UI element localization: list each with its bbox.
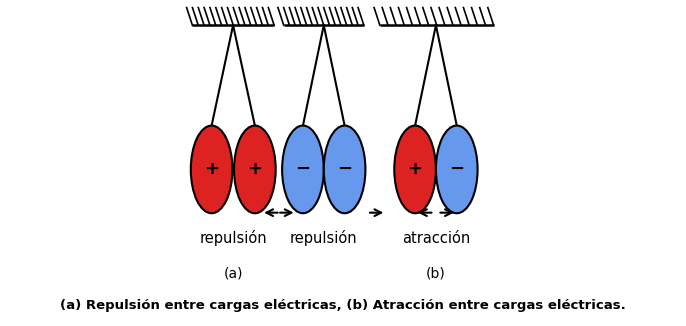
Ellipse shape bbox=[436, 126, 477, 213]
Text: +: + bbox=[248, 160, 262, 178]
Ellipse shape bbox=[282, 126, 324, 213]
Ellipse shape bbox=[191, 126, 233, 213]
Text: −: − bbox=[296, 160, 311, 178]
Text: (b): (b) bbox=[426, 267, 446, 281]
Text: atracción: atracción bbox=[402, 231, 470, 246]
Text: repulsión: repulsión bbox=[290, 230, 357, 246]
Text: +: + bbox=[204, 160, 219, 178]
Text: (a): (a) bbox=[224, 267, 243, 281]
Ellipse shape bbox=[234, 126, 276, 213]
Text: −: − bbox=[337, 160, 352, 178]
Text: (a) Repulsión entre cargas eléctricas, (b) Atracción entre cargas eléctricas.: (a) Repulsión entre cargas eléctricas, (… bbox=[60, 299, 626, 312]
Ellipse shape bbox=[324, 126, 366, 213]
Text: +: + bbox=[407, 160, 423, 178]
Ellipse shape bbox=[394, 126, 436, 213]
Text: −: − bbox=[449, 160, 464, 178]
Text: repulsión: repulsión bbox=[199, 230, 267, 246]
